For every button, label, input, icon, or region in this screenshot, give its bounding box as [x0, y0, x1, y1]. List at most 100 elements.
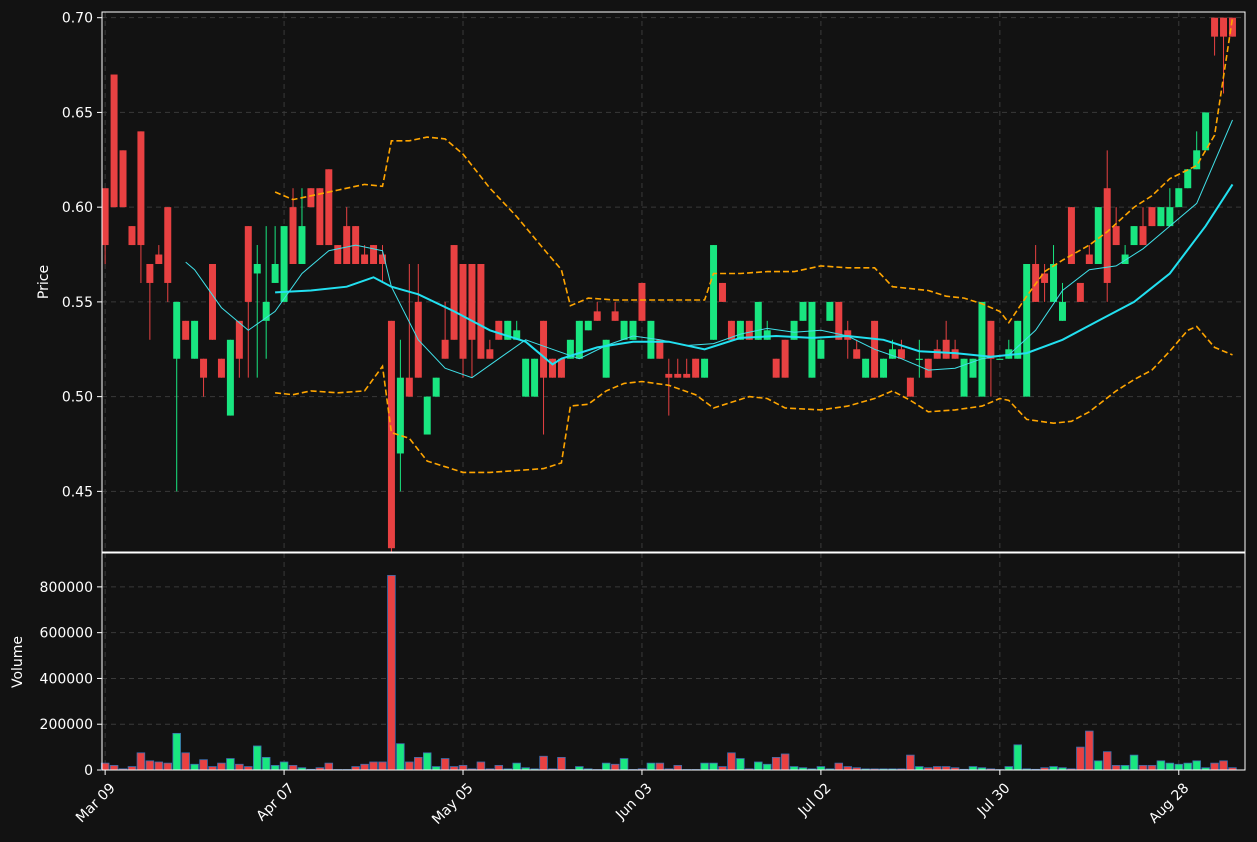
volume-bar: [145, 760, 155, 771]
y-tick-label: 0.50: [62, 390, 93, 406]
candle-body: [566, 339, 574, 359]
candle-body: [450, 245, 458, 340]
candle-body: [647, 320, 655, 359]
candle-body: [701, 358, 709, 378]
volume-bar: [1219, 760, 1228, 771]
volume-bar: [324, 762, 334, 771]
candle-body: [468, 264, 476, 340]
volume-bar: [1165, 762, 1175, 771]
volume-bar: [378, 761, 387, 771]
candle-body: [665, 373, 673, 378]
volume-tick-label: 800000: [40, 580, 93, 596]
candle-body: [316, 188, 324, 246]
volume-bar: [771, 757, 781, 771]
candle-body: [933, 349, 941, 359]
candle-body: [906, 377, 914, 397]
candle-body: [1175, 188, 1183, 208]
volume-bar: [906, 754, 915, 771]
candle-body: [1103, 188, 1111, 283]
candle-body: [405, 377, 413, 397]
candle-body: [1228, 17, 1236, 37]
volume-bar: [414, 757, 423, 771]
candle-body: [1193, 150, 1201, 170]
volume-bar: [762, 763, 772, 771]
volume-bar: [136, 752, 146, 771]
candle-body: [960, 358, 968, 397]
overlay-line: [274, 17, 1234, 325]
candle-body: [549, 358, 556, 378]
volume-bar: [968, 766, 978, 771]
candle-body: [101, 188, 109, 246]
candle-body: [343, 226, 351, 264]
candle-body: [880, 358, 888, 378]
volume-bar: [440, 758, 450, 771]
volume-bar: [190, 763, 199, 771]
volume-bar: [512, 762, 521, 771]
candle-body: [683, 373, 691, 378]
volume-bar: [476, 761, 486, 771]
volume-bar: [1174, 763, 1184, 771]
volume-bar: [915, 766, 924, 771]
candle-body: [191, 320, 199, 359]
candle-body: [674, 373, 682, 378]
volume-bar: [154, 761, 164, 771]
candle-body: [1211, 17, 1219, 37]
candle-body: [602, 339, 610, 378]
volume-bar: [941, 766, 951, 771]
candle-body: [826, 301, 834, 321]
candle-body: [727, 320, 735, 340]
volume-bar: [1102, 751, 1112, 771]
volume-bar: [458, 765, 468, 771]
candle-body: [772, 358, 780, 378]
candle-body: [781, 339, 789, 378]
candle-body: [969, 358, 977, 378]
y-tick-label: 0.55: [62, 295, 93, 311]
candle-body: [531, 358, 539, 397]
volume-bar: [226, 758, 235, 771]
candle-body: [915, 358, 923, 360]
candle-body: [334, 245, 342, 264]
volume-bar: [360, 763, 369, 771]
candle-body: [200, 358, 208, 378]
volume-bar: [619, 758, 629, 771]
candle-body: [1184, 169, 1192, 189]
volume-bar: [405, 761, 414, 771]
candle-body: [217, 358, 225, 378]
volume-bar: [217, 762, 226, 771]
candle-body: [584, 320, 592, 331]
candle-body: [522, 358, 530, 397]
volume-bar: [270, 765, 280, 771]
overlay-line: [275, 183, 1234, 366]
volume-bar: [1094, 760, 1103, 771]
candle-body: [1157, 207, 1165, 227]
candle-body: [137, 131, 145, 246]
candle-body: [235, 320, 243, 359]
candle-body: [1220, 17, 1228, 37]
volume-bar: [449, 766, 459, 771]
candle-body: [557, 358, 565, 378]
candle-body: [897, 349, 905, 359]
candle-body: [271, 264, 279, 283]
candle-body: [459, 264, 467, 359]
candle-body: [432, 377, 440, 397]
candle-body: [182, 320, 190, 340]
volume-bar: [718, 766, 727, 771]
volume-bar: [172, 732, 181, 771]
y-axis-title: Price: [36, 265, 52, 299]
candle-body: [209, 264, 216, 340]
volume-bar: [351, 766, 360, 771]
candle-body: [1139, 226, 1147, 246]
volume-bar: [181, 752, 190, 771]
volume-bar: [834, 762, 844, 771]
volume-bar: [709, 762, 718, 771]
candle-body: [745, 320, 753, 340]
candle-body: [146, 264, 154, 283]
volume-tick-label: 0: [84, 763, 93, 779]
candle-body: [987, 320, 995, 359]
candle-body: [495, 320, 503, 340]
overlay-line: [275, 325, 1233, 474]
candle-body: [718, 282, 726, 302]
volume-bar: [494, 765, 504, 771]
candle-body: [1067, 207, 1075, 264]
candle-body: [656, 339, 664, 359]
